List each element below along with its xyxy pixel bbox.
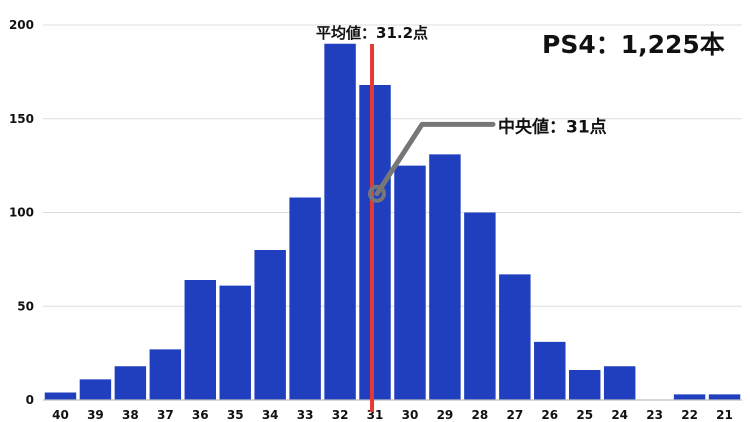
bar-35 (219, 285, 251, 400)
x-tick-label-30: 30 (402, 408, 419, 422)
x-tick-label-22: 22 (681, 408, 698, 422)
x-tick-label-31: 31 (367, 408, 384, 422)
bar-25 (568, 370, 601, 400)
median-leader-line (374, 121, 496, 197)
y-tick-label-200: 200 (9, 18, 34, 32)
bar-31 (359, 85, 391, 400)
bar-39 (79, 379, 112, 400)
bar-32 (324, 43, 356, 400)
x-tick-label-25: 25 (576, 408, 593, 422)
x-tick-label-39: 39 (87, 408, 104, 422)
bar-22 (673, 394, 706, 400)
x-tick-label-38: 38 (122, 408, 139, 422)
x-tick-label-33: 33 (297, 408, 314, 422)
x-tick-label-24: 24 (611, 408, 628, 422)
x-tick-label-23: 23 (646, 408, 663, 422)
y-tick-label-100: 100 (9, 206, 34, 220)
x-tick-label-40: 40 (52, 408, 69, 422)
y-tick-label-0: 0 (26, 393, 34, 407)
bar-37 (149, 349, 182, 400)
median-label: 中央値：31点 (498, 116, 607, 137)
bar-27 (499, 274, 531, 400)
bar-24 (603, 366, 636, 400)
x-tick-label-21: 21 (716, 408, 733, 422)
x-tick-label-28: 28 (472, 408, 489, 422)
bar-38 (114, 366, 147, 400)
x-tick-label-35: 35 (227, 408, 244, 422)
y-tick-label-50: 50 (17, 299, 34, 313)
median-marker (368, 184, 387, 203)
chart-title: PS4：1,225本 (542, 30, 725, 59)
x-tick-label-29: 29 (437, 408, 454, 422)
bar-33 (289, 197, 321, 400)
bar-29 (429, 154, 461, 400)
bar-34 (254, 250, 286, 400)
x-tick-label-27: 27 (506, 408, 523, 422)
bar-36 (184, 280, 217, 400)
bar-30 (394, 165, 426, 400)
mean-label: 平均値：31.2点 (316, 24, 428, 42)
x-tick-label-36: 36 (192, 408, 209, 422)
axis-layer: 0 50 100 150 200 40 39 38 37 36 35 34 33 32 31 30 29 28 27… (9, 18, 742, 422)
grid-layer (43, 24, 742, 307)
x-tick-label-37: 37 (157, 408, 174, 422)
x-tick-label-26: 26 (541, 408, 558, 422)
y-tick-label-150: 150 (9, 112, 34, 126)
bar-26 (534, 341, 566, 400)
x-tick-label-32: 32 (332, 408, 349, 422)
bars-layer (44, 43, 741, 400)
x-tick-label-34: 34 (262, 408, 279, 422)
bar-28 (464, 212, 496, 400)
bar-40 (44, 392, 77, 400)
bar-21 (708, 394, 741, 400)
